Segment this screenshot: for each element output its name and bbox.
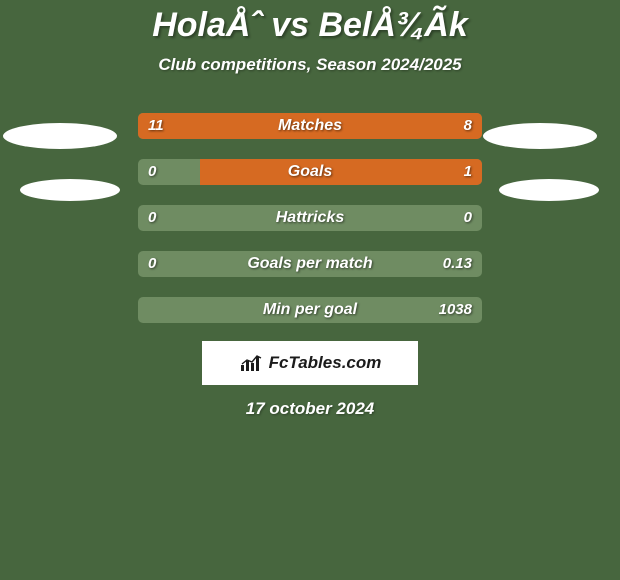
stat-row: 01Goals — [0, 149, 620, 195]
subtitle: Club competitions, Season 2024/2025 — [0, 55, 620, 75]
stat-label: Goals per match — [138, 251, 482, 277]
stat-bar: 0 0.13Goals per match — [138, 251, 482, 277]
stat-label: Hattricks — [138, 205, 482, 231]
stat-left-value: 0 — [148, 205, 156, 231]
stat-right-value: 8 — [464, 113, 472, 139]
stat-right-value: 1 — [464, 159, 472, 185]
bar-right-fill — [200, 159, 482, 185]
stat-label: Min per goal — [138, 297, 482, 323]
bar-right-fill — [338, 113, 482, 139]
stat-left-value: 0 — [148, 159, 156, 185]
stat-row: 118Matches — [0, 103, 620, 149]
stat-row: 1038Min per goal — [0, 287, 620, 333]
bars-icon — [239, 353, 265, 373]
stat-bar: 0 0Hattricks — [138, 205, 482, 231]
stat-right-value: 0 — [464, 205, 472, 231]
stat-row: 0 0.13Goals per match — [0, 241, 620, 287]
stat-right-value: 0.13 — [443, 251, 472, 277]
stat-bar: 118Matches — [138, 113, 482, 139]
stat-left-value: 0 — [148, 251, 156, 277]
page-title: HolaÅˆ vs BelÅ¾Ã­k — [0, 0, 620, 45]
brand-text: FcTables.com — [269, 353, 382, 373]
date-text: 17 october 2024 — [0, 399, 620, 419]
stat-bar: 1038Min per goal — [138, 297, 482, 323]
stats-card: HolaÅˆ vs BelÅ¾Ã­k Club competitions, Se… — [0, 0, 620, 580]
stat-left-value: 11 — [148, 113, 164, 139]
stat-bar: 01Goals — [138, 159, 482, 185]
bar-left-fill — [138, 113, 338, 139]
brand-badge: FcTables.com — [202, 341, 418, 385]
stat-row: 0 0Hattricks — [0, 195, 620, 241]
stat-rows: 118Matches01Goals00Hattricks00.13Goals p… — [0, 103, 620, 333]
stat-right-value: 1038 — [439, 297, 472, 323]
